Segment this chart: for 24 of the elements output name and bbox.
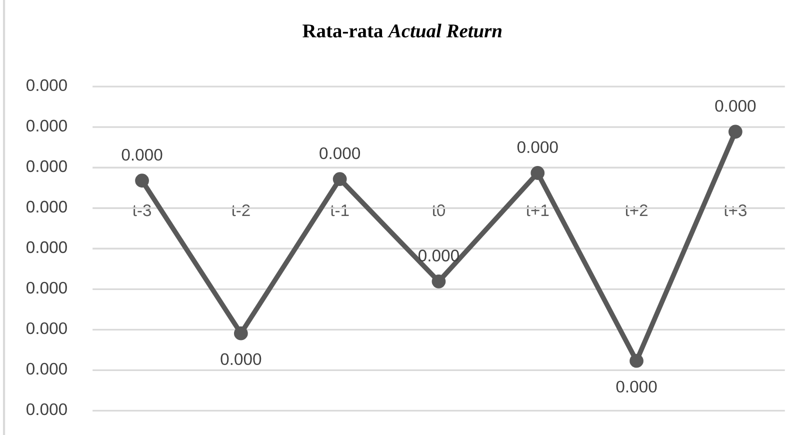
- text: 0.000: [26, 160, 67, 172]
- point: [530, 166, 545, 180]
- annotation: 0.000: [220, 353, 262, 366]
- annotation: 0.000: [122, 148, 162, 161]
- point: [630, 354, 644, 368]
- text: 0.000: [26, 241, 67, 254]
- text: 0.000: [26, 362, 67, 375]
- point: [135, 174, 149, 188]
- annotation: 0.000: [715, 100, 756, 112]
- chart-title: Rata-rata Actual Return: [302, 24, 502, 38]
- point: [234, 326, 248, 340]
- point: [332, 172, 347, 186]
- annotation: 0.000: [517, 141, 558, 154]
- point: [728, 124, 742, 139]
- annotation: 0.000: [418, 250, 459, 262]
- annotation: 0.000: [616, 380, 657, 393]
- text: 0.000: [26, 79, 67, 92]
- text: 0.000: [26, 120, 67, 132]
- text: 0.000: [26, 282, 67, 294]
- text: 0.000: [26, 200, 67, 213]
- point: [432, 274, 446, 288]
- annotation: 0.000: [320, 147, 360, 160]
- text: 0.000: [26, 322, 67, 334]
- text: 0.000: [26, 403, 67, 416]
